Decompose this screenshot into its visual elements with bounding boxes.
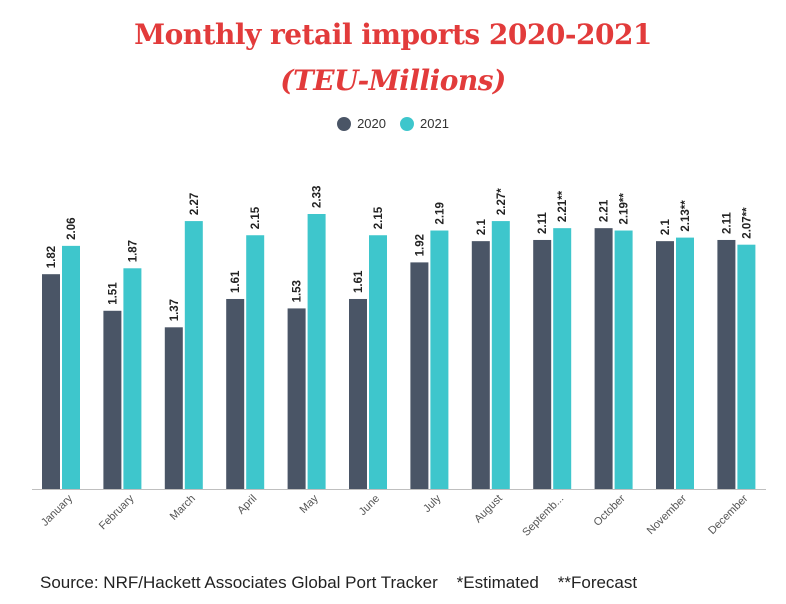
bar-2020-2 — [164, 327, 183, 489]
bar-2021-4 — [307, 214, 326, 489]
x-tick-label-11: December — [706, 492, 751, 537]
x-tick-label-8: Septemb... — [520, 493, 566, 539]
data-label-2021-7: 2.27* — [496, 188, 508, 215]
data-label-2021-1: 1.87 — [127, 240, 139, 262]
chart-subtitle: (TEU-Millions) — [280, 64, 506, 97]
data-label-2020-10: 2.1 — [660, 219, 672, 236]
bar-2021-1 — [123, 268, 142, 489]
legend-label-2020: 2020 — [357, 116, 386, 131]
bar-2021-11 — [737, 244, 756, 489]
bar-2021-2 — [184, 221, 203, 489]
x-tick-label-1: February — [97, 492, 137, 532]
data-label-2020-0: 1.82 — [46, 246, 58, 268]
bar-2020-4 — [287, 308, 306, 489]
x-tick-label-2: March — [168, 493, 198, 523]
bar-2020-0 — [42, 274, 60, 489]
data-label-2021-6: 2.19 — [434, 202, 446, 224]
data-label-2020-8: 2.11 — [537, 212, 549, 234]
data-label-2020-7: 2.1 — [476, 219, 488, 236]
bar-2020-9 — [594, 228, 613, 489]
legend-label-2021: 2021 — [420, 116, 449, 131]
bar-2020-11 — [717, 239, 736, 489]
bar-2021-0 — [62, 245, 80, 489]
data-label-2020-6: 1.92 — [414, 234, 426, 256]
x-tick-label-0: January — [39, 492, 76, 529]
bar-2021-9 — [614, 230, 633, 489]
legend-swatch-2020 — [337, 116, 352, 131]
data-label-2021-0: 2.06 — [66, 217, 78, 239]
chart-title: Monthly retail imports 2020-2021 — [134, 18, 652, 51]
bar-2020-10 — [656, 241, 674, 489]
bar-chart: 1.82 2.06 January 1.51 1.87 February 1.37 2.27 M… — [32, 186, 766, 539]
bar-2020-6 — [410, 262, 429, 489]
data-label-2020-11: 2.11 — [721, 212, 733, 234]
bar-2021-5 — [369, 235, 387, 489]
data-label-2021-2: 2.27 — [189, 193, 201, 215]
data-label-2021-4: 2.33 — [312, 186, 324, 208]
x-tick-label-5: June — [357, 493, 382, 518]
data-label-2021-10: 2.13** — [680, 200, 692, 232]
bar-2021-6 — [430, 230, 449, 489]
data-label-2020-9: 2.21 — [599, 199, 611, 222]
bar-2021-10 — [676, 237, 694, 489]
data-label-2020-2: 1.37 — [169, 299, 181, 321]
data-label-2020-3: 1.61 — [230, 270, 242, 293]
x-tick-label-4: May — [298, 492, 322, 516]
x-tick-label-10: November — [645, 492, 690, 537]
data-label-2021-11: 2.07** — [741, 207, 753, 239]
bar-2021-8 — [553, 228, 572, 489]
data-label-2021-3: 2.15 — [250, 206, 262, 229]
bar-2020-1 — [103, 310, 122, 489]
data-label-2020-1: 1.51 — [107, 282, 119, 305]
legend-item-2021: 2021 — [400, 116, 449, 131]
chart-legend: 2020 2021 — [0, 116, 786, 131]
data-label-2021-9: 2.19** — [619, 193, 631, 225]
bar-2020-7 — [471, 241, 490, 489]
chart-source-note: Source: NRF/Hackett Associates Global Po… — [40, 573, 638, 592]
bar-2020-8 — [533, 239, 552, 489]
data-label-2020-5: 1.61 — [353, 270, 365, 293]
x-tick-label-9: October — [592, 492, 628, 528]
x-tick-label-3: April — [235, 493, 259, 517]
bar-2020-3 — [226, 298, 245, 489]
legend-item-2020: 2020 — [337, 116, 386, 131]
x-tick-label-6: July — [421, 492, 444, 515]
bar-2020-5 — [349, 298, 367, 489]
bar-2021-7 — [491, 221, 510, 489]
bar-2021-3 — [246, 235, 265, 489]
legend-swatch-2021 — [400, 116, 414, 131]
data-label-2021-8: 2.21** — [557, 190, 569, 222]
x-tick-label-7: August — [472, 493, 505, 526]
data-label-2020-4: 1.53 — [292, 280, 304, 302]
data-label-2021-5: 2.15 — [373, 206, 385, 229]
